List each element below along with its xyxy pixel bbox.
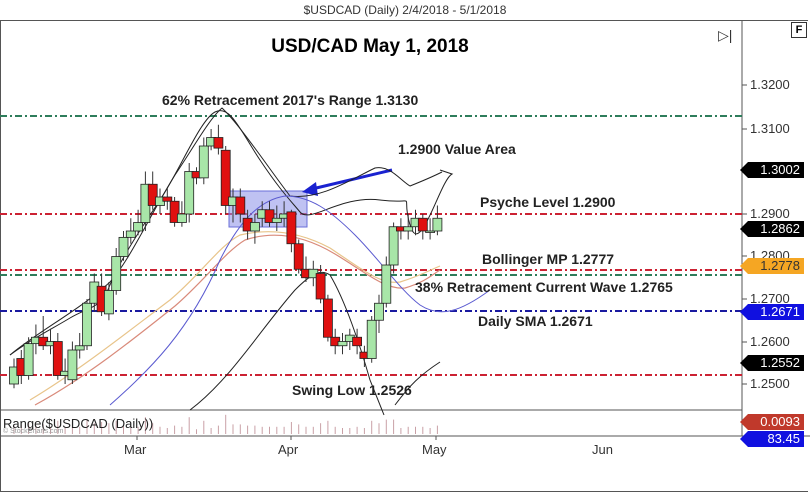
price-tag-close: 1.2862	[740, 221, 804, 237]
annotation-swing-low: Swing Low 1.2526	[292, 382, 412, 398]
y-tick: 1.2600	[750, 334, 790, 349]
window-title: $USDCAD (Daily) 2/4/2018 - 5/1/2018	[303, 3, 507, 17]
annotation-daily-sma: Daily SMA 1.2671	[478, 313, 593, 329]
chart-title: USD/CAD May 1, 2018	[271, 36, 469, 57]
f-button[interactable]: F	[791, 22, 807, 38]
price-tag-middle-band: 1.2778	[740, 258, 804, 274]
y-tick: 1.3100	[750, 121, 790, 136]
chart-frame	[0, 20, 808, 492]
y-tick: 1.2500	[750, 376, 790, 391]
price-tag-lower-band: 1.2552	[740, 355, 804, 371]
x-label-mar: Mar	[124, 442, 147, 457]
price-tag-upper-band: 1.3002	[740, 162, 804, 178]
annotation-fib62: 62% Retracement 2017's Range 1.3130	[162, 92, 419, 108]
y-tick: 1.2700	[750, 291, 790, 306]
annotation-fib38: 38% Retracement Current Wave 1.2765	[415, 279, 673, 295]
annotation-value-area: 1.2900 Value Area	[398, 141, 516, 157]
x-label-jun: Jun	[592, 442, 613, 457]
copyright: © StockCharts.com	[3, 428, 64, 435]
x-label-may: May	[422, 442, 447, 457]
annotation-bollinger-mp: Bollinger MP 1.2777	[482, 251, 615, 267]
price-tag-range: 0.0093	[740, 414, 804, 430]
indicator-label: Range($USDCAD (Daily))	[3, 416, 154, 431]
price-tag-indicator: 83.45	[740, 431, 804, 447]
price-tag-sma: 1.2671	[740, 304, 804, 320]
annotation-psyche: Psyche Level 1.2900	[480, 194, 616, 210]
candles-group	[9, 124, 443, 389]
y-tick: 1.2900	[750, 206, 790, 221]
y-tick: 1.3200	[750, 77, 790, 92]
scroll-to-end-icon[interactable]: ▷|	[718, 27, 733, 43]
price-chart[interactable]	[0, 20, 810, 494]
x-label-apr: Apr	[278, 442, 299, 457]
